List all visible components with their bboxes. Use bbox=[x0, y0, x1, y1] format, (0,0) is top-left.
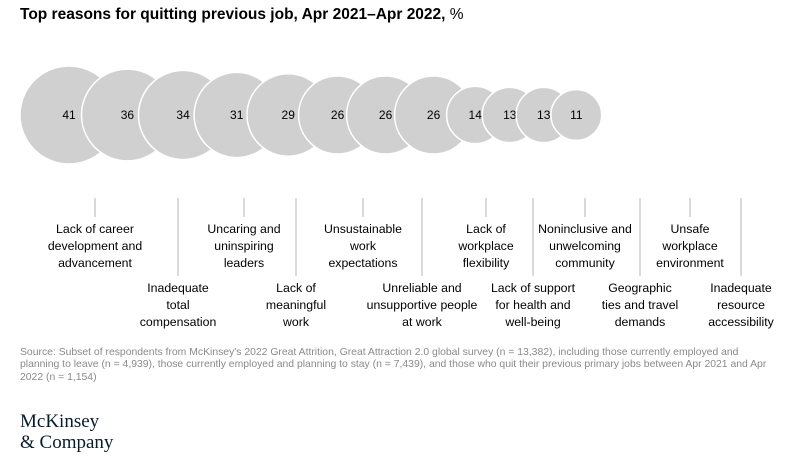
category-label-5: Unsustainable work expectations bbox=[324, 222, 402, 270]
brand-line-1: McKinsey bbox=[20, 411, 100, 432]
source-note: Source: Subset of respondents from McKin… bbox=[20, 347, 767, 383]
category-label-10: Geographic ties and travel demands bbox=[602, 281, 679, 329]
category-label-11: Unsafe workplace environment bbox=[656, 222, 724, 270]
value-label-8: 26 bbox=[427, 108, 441, 122]
value-label-5: 29 bbox=[282, 108, 296, 122]
value-label-9: 14 bbox=[469, 108, 483, 122]
category-label-4: Lack of meaningful work bbox=[266, 281, 326, 329]
category-label-2: Inadequate total compensation bbox=[140, 281, 217, 329]
category-label-9: Noninclusive and unwelcoming community bbox=[538, 222, 632, 270]
value-label-11: 13 bbox=[537, 108, 551, 122]
category-label-3: Uncaring and uninspiring leaders bbox=[207, 222, 280, 270]
bubble-12 bbox=[550, 88, 603, 142]
category-label-1: Lack of career development and advancement bbox=[48, 222, 143, 270]
value-label-4: 31 bbox=[230, 108, 244, 122]
category-label-7: Lack of workplace flexibility bbox=[457, 222, 514, 270]
value-label-12: 11 bbox=[570, 108, 583, 122]
bubble-chart: 41 36 34 31 29 26 26 26 14 13 13 11 Lack of career d… bbox=[19, 65, 775, 329]
brand-logo: McKinsey & Company bbox=[20, 411, 113, 453]
bubbles: 41 36 34 31 29 26 26 26 14 13 13 11 bbox=[19, 65, 603, 165]
value-label-10: 13 bbox=[503, 108, 517, 122]
category-label-8: Lack of support for health and well-being bbox=[491, 281, 576, 329]
leader-lines bbox=[94, 198, 742, 276]
category-labels: Lack of career development and advancement… bbox=[48, 222, 775, 329]
category-label-12: Inadequate resource accessibility bbox=[708, 281, 774, 329]
brand-line-2: & Company bbox=[20, 432, 114, 453]
chart-title: Top reasons for quitting previous job, A… bbox=[20, 6, 464, 24]
value-label-2: 36 bbox=[121, 108, 135, 122]
value-label-7: 26 bbox=[379, 108, 393, 122]
value-label-3: 34 bbox=[176, 108, 190, 122]
chart-title-unit: % bbox=[449, 6, 464, 23]
chart-title-main: Top reasons for quitting previous job, A… bbox=[20, 6, 446, 23]
value-label-1: 41 bbox=[62, 108, 76, 122]
category-label-6: Unreliable and unsupportive people at work bbox=[367, 281, 478, 329]
value-label-6: 26 bbox=[331, 108, 345, 122]
